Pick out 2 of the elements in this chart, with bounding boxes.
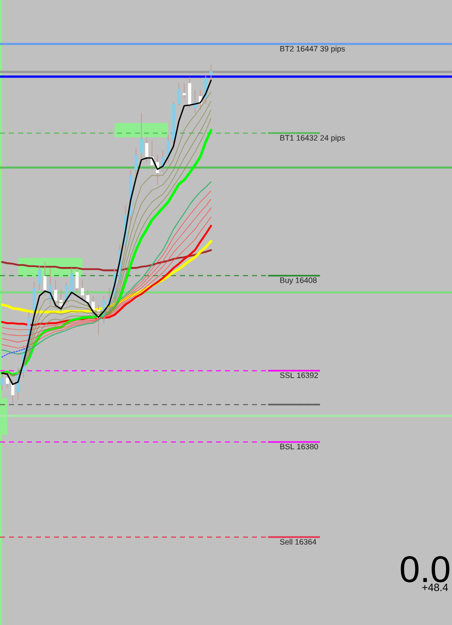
text: +48.4 — [422, 584, 448, 592]
text: 0.0 — [400, 556, 450, 582]
